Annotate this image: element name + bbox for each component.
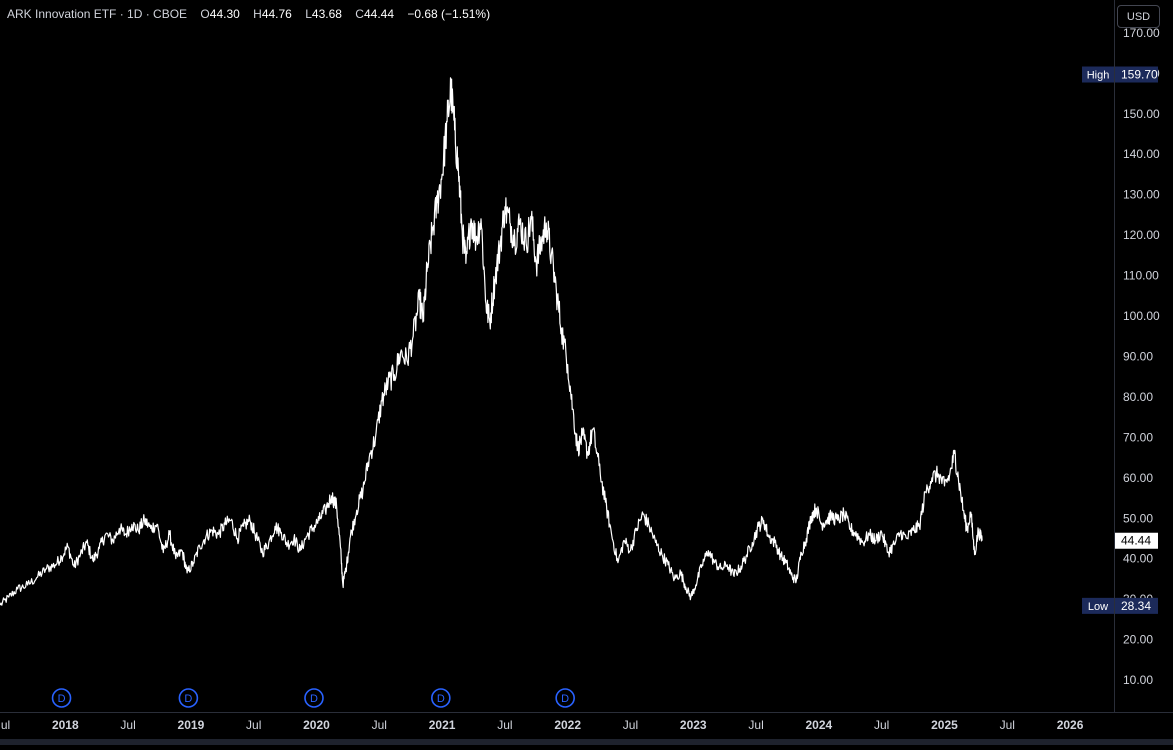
currency-button[interactable]: USD [1117,5,1160,28]
y-tick-label: 120.00 [1123,228,1160,242]
dividend-label: D [561,693,569,705]
y-tick-label: 50.00 [1123,511,1153,525]
low-marker-value: 28.34 [1121,599,1151,613]
low-label: L [305,7,312,21]
dividend-marker[interactable]: D [178,688,199,708]
x-tick-label: 2021 [429,718,456,732]
low-marker-title: Low [1088,601,1108,613]
dividend-label: D [58,693,66,705]
current-price-marker: 44.44 [1115,532,1158,549]
x-tick-label: Jul [1000,718,1015,732]
x-tick-label: 2023 [680,718,707,732]
dividend-marker[interactable]: D [555,688,575,708]
x-tick-label: 2024 [806,718,833,732]
change-value: −0.68 (−1.51%) [407,7,491,21]
x-tick-label: Jul [623,718,638,732]
low-value: 43.68 [311,7,342,21]
dividend-label: D [437,693,445,705]
high-marker-title: High [1087,70,1110,82]
dividend-circle [51,688,72,708]
close-label: C [355,7,364,21]
y-tick-label: 110.00 [1123,269,1159,283]
x-tick-label: 2026 [1057,718,1084,732]
y-tick-label: 100.00 [1123,309,1160,323]
price-line [0,77,983,606]
dividend-marker[interactable]: D [51,688,72,708]
y-tick-label: 130.00 [1123,188,1160,202]
high-marker: High 159.70 [1082,66,1158,83]
y-tick-label: 90.00 [1123,349,1153,363]
y-tick-label: 80.00 [1123,390,1153,404]
dividend-circle [431,688,451,708]
y-tick-label: 20.00 [1123,633,1153,647]
dividend-label: D [310,693,318,705]
open-label: O [200,7,210,21]
high-marker-value: 159.70 [1121,68,1158,82]
x-tick-label: Jul [748,718,763,732]
low-marker: Low 28.34 [1082,597,1158,614]
x-tick-label: 2019 [178,718,205,732]
high-value: 44.76 [261,7,292,21]
x-tick-label: Jul [497,718,512,732]
y-tick-label: 150.00 [1123,107,1160,121]
y-tick-label: 70.00 [1123,430,1153,444]
current-price-marker-value-bg [1115,532,1158,549]
low-marker-value-bg [1115,597,1158,614]
low-marker-title-bg [1082,597,1114,614]
dividend-marker[interactable]: D [431,688,451,708]
x-tick-label: Jul [874,718,889,732]
close-value: 44.44 [363,7,394,21]
x-tick-label: Jul [0,718,10,732]
symbol-title[interactable]: ARK Innovation ETF · 1D · CBOE [7,7,188,21]
y-tick-label: 170.00 [1123,26,1160,40]
y-tick-label: 40.00 [1123,552,1153,566]
x-tick-label: Jul [372,718,387,732]
x-tick-label: 2022 [554,718,581,732]
price-markers: High 159.70 Low 28.34 44.44 [1082,66,1158,614]
dividend-circle [304,688,324,708]
x-tick-label: 2025 [931,718,958,732]
high-marker-title-bg [1082,66,1114,83]
x-tick-label: Jul [246,718,261,732]
dividend-marker[interactable]: D [304,688,324,708]
x-tick-label: 2018 [52,718,79,732]
high-marker-value-bg [1115,66,1158,83]
x-tick-label: 2020 [303,718,330,732]
y-tick-label: 140.00 [1123,147,1160,161]
current-price-marker-value: 44.44 [1121,534,1151,548]
high-label: H [253,7,262,21]
price-axis[interactable]: 10.0020.0030.0040.0050.0060.0070.0080.00… [1123,26,1160,687]
dividend-label: D [184,693,192,705]
time-axis[interactable]: Jul 2018 Jul 2019 Jul 2020 Jul 2021 Jul 2022 Jul 20… [0,718,1084,732]
y-tick-label: 60.00 [1123,471,1153,485]
legend-header: ARK Innovation ETF · 1D · CBOE O44.30 H4… [7,7,490,21]
x-tick-label: Jul [120,718,135,732]
y-tick-label: 10.00 [1123,673,1153,687]
dividend-circle [178,688,199,708]
series-layer [0,77,983,606]
dividend-circle [555,688,575,708]
bottom-scrollbar[interactable] [0,739,1173,745]
open-value: 44.30 [209,7,240,21]
